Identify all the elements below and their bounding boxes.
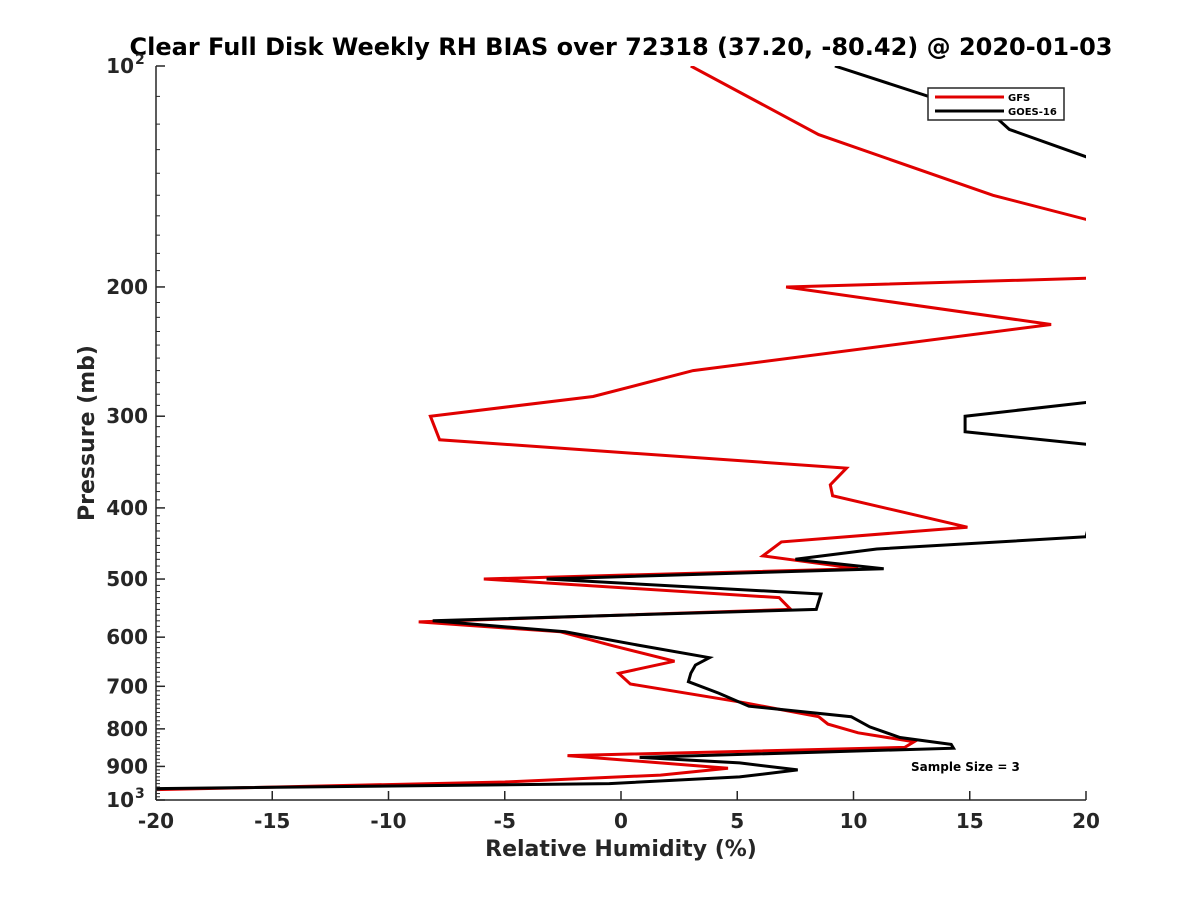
x-tick-label: 15	[956, 809, 984, 833]
y-tick-label: 300	[106, 404, 148, 428]
y-tick-exponent: 2	[135, 52, 145, 68]
y-tick-label: 400	[106, 496, 148, 520]
x-tick-label: 10	[840, 809, 868, 833]
x-tick-label: -10	[370, 809, 406, 833]
sample-size-annotation: Sample Size = 3	[911, 760, 1020, 774]
y-tick-exponent: 3	[135, 786, 145, 802]
y-tick-label: 10	[106, 788, 134, 812]
x-tick-label: -15	[254, 809, 290, 833]
x-tick-label: -20	[138, 809, 174, 833]
y-axis-label: Pressure (mb)	[75, 345, 100, 521]
series-line-goes16	[156, 66, 1086, 791]
y-tick-label: 10	[106, 54, 134, 78]
y-tick-label: 600	[106, 625, 148, 649]
series-line-gfs	[156, 66, 1086, 792]
y-tick-label: 200	[106, 275, 148, 299]
y-tick-label: 500	[106, 567, 148, 591]
legend-label-gfs: GFS	[1008, 93, 1030, 104]
legend: GFS GOES-16	[927, 87, 1065, 121]
x-axis-label: Relative Humidity (%)	[485, 837, 757, 862]
x-tick-label: 5	[730, 809, 744, 833]
y-tick-label: 800	[106, 717, 148, 741]
y-tick-label: 700	[106, 674, 148, 698]
y-tick-label: 900	[106, 754, 148, 778]
x-tick-label: -5	[494, 809, 516, 833]
legend-box	[927, 87, 1065, 121]
chart-title: Clear Full Disk Weekly RH BIAS over 7231…	[130, 33, 1113, 61]
series-layer	[156, 66, 1086, 792]
legend-label-goes16: GOES-16	[1008, 107, 1057, 118]
x-tick-label: 20	[1072, 809, 1100, 833]
x-tick-label: 0	[614, 809, 628, 833]
